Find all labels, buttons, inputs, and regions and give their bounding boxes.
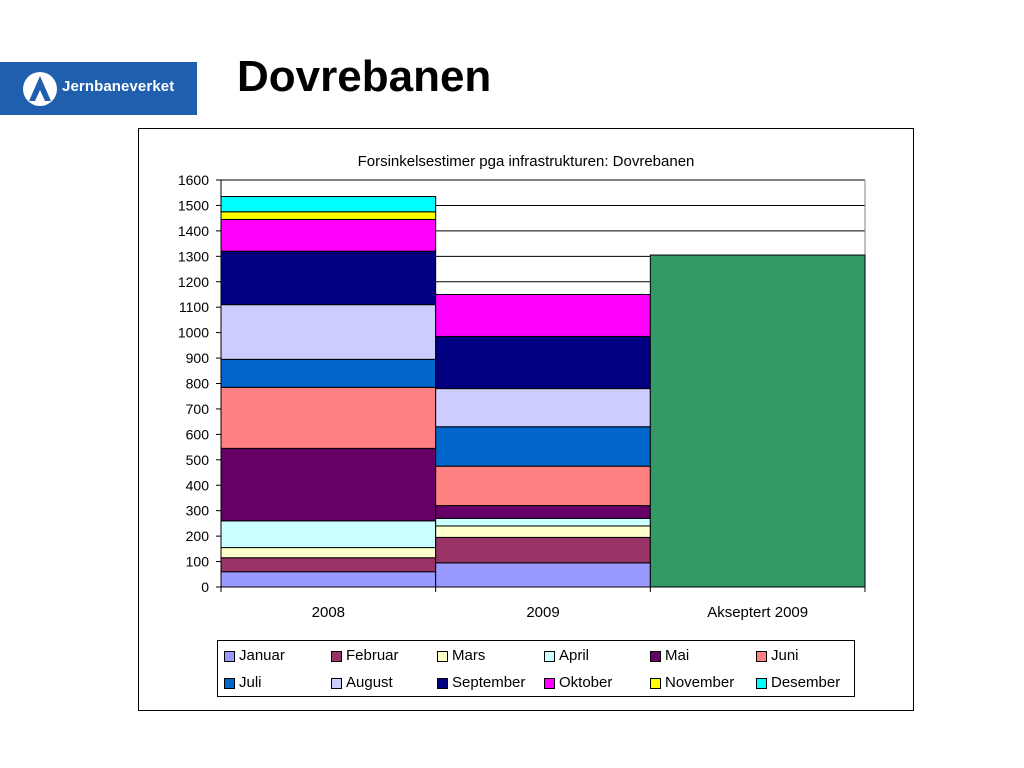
bar-segment: [435, 335, 651, 390]
bar-segment: [220, 447, 437, 522]
legend-swatch: [544, 678, 555, 689]
bar-segment: [220, 520, 437, 549]
y-tick-label: 400: [186, 477, 210, 493]
bar-segment: [435, 293, 651, 337]
y-tick-label: 600: [186, 426, 210, 442]
bar-segment: [220, 547, 437, 559]
y-tick-label: 0: [201, 579, 209, 595]
legend-label: September: [452, 674, 526, 691]
bar-segment: [435, 505, 651, 519]
chart-title: Forsinkelsestimer pga infrastrukturen: D…: [357, 153, 695, 170]
legend-label: Februar: [346, 647, 399, 664]
y-tick-label: 200: [186, 528, 210, 544]
bar-accepted: [649, 254, 866, 588]
bar-segment: [435, 536, 651, 564]
bar-segment: [220, 557, 437, 573]
jernbaneverket-logo: Jernbaneverket: [0, 62, 197, 115]
legend-swatch: [650, 651, 661, 662]
legend-label: April: [559, 647, 590, 664]
jernbaneverket-logo-icon: [23, 72, 57, 106]
y-tick-label: 800: [186, 376, 210, 392]
legend-swatch: [437, 678, 448, 689]
y-tick-label: 1100: [179, 299, 209, 315]
x-tick-label: 2008: [312, 604, 345, 621]
legend-swatch: [224, 678, 235, 689]
bar-segment: [220, 571, 437, 588]
chart-plot: 0 100 200 300 400 500 600 700 800 900 1000 1100 1200…: [178, 172, 866, 621]
legend-label: Januar: [239, 647, 285, 664]
legend-label: August: [346, 674, 393, 691]
bar-segment: [220, 304, 437, 360]
legend-label: Mars: [452, 647, 486, 664]
bar-segment: [435, 562, 651, 588]
bar-segment: [220, 358, 437, 388]
bar-segment: [220, 211, 437, 220]
legend-swatch: [650, 678, 661, 689]
y-tick-label: 1400: [178, 223, 209, 239]
bar-segment: [220, 250, 437, 306]
bar-segment: [435, 465, 651, 507]
y-tick-label: 900: [186, 350, 210, 366]
x-tick-label: Akseptert 2009: [707, 604, 808, 621]
chart-legend: Januar Februar Mars April Mai Juni Juli August S…: [217, 640, 855, 697]
logo-text: Jernbaneverket: [62, 78, 175, 95]
y-tick-label: 100: [186, 554, 210, 570]
legend-label: Mai: [665, 647, 690, 664]
bar-segment: [220, 386, 437, 449]
legend-label: Juli: [239, 674, 262, 691]
chart-frame: Forsinkelsestimer pga infrastrukturen: D…: [138, 128, 914, 711]
y-tick-label: 1500: [178, 197, 209, 213]
bar-segment: [435, 517, 651, 527]
legend-swatch: [544, 651, 555, 662]
y-tick-label: 1000: [178, 325, 209, 341]
y-tick-label: 300: [186, 503, 210, 519]
legend-swatch: [331, 651, 342, 662]
y-tick-label: 1300: [178, 248, 209, 264]
y-tick-label: 1200: [178, 274, 209, 290]
bar-segment: [435, 525, 651, 538]
legend-label: Desember: [771, 674, 841, 691]
bar-segment: [435, 388, 651, 428]
legend-swatch: [756, 651, 767, 662]
legend-swatch: [756, 678, 767, 689]
bar-segment: [220, 218, 437, 252]
page-title: Dovrebanen: [237, 52, 492, 101]
legend-swatch: [437, 651, 448, 662]
legend-swatch: [331, 678, 342, 689]
legend-label: Oktober: [559, 674, 613, 691]
bar-segment: [220, 196, 437, 213]
legend-label: Juni: [771, 647, 799, 664]
y-tick-label: 500: [186, 452, 210, 468]
legend-swatch: [224, 651, 235, 662]
y-tick-label: 1600: [178, 172, 209, 188]
legend-label: November: [665, 674, 735, 691]
bar-segment: [435, 426, 651, 467]
x-tick-label: 2009: [526, 604, 559, 621]
y-tick-label: 700: [186, 401, 210, 417]
